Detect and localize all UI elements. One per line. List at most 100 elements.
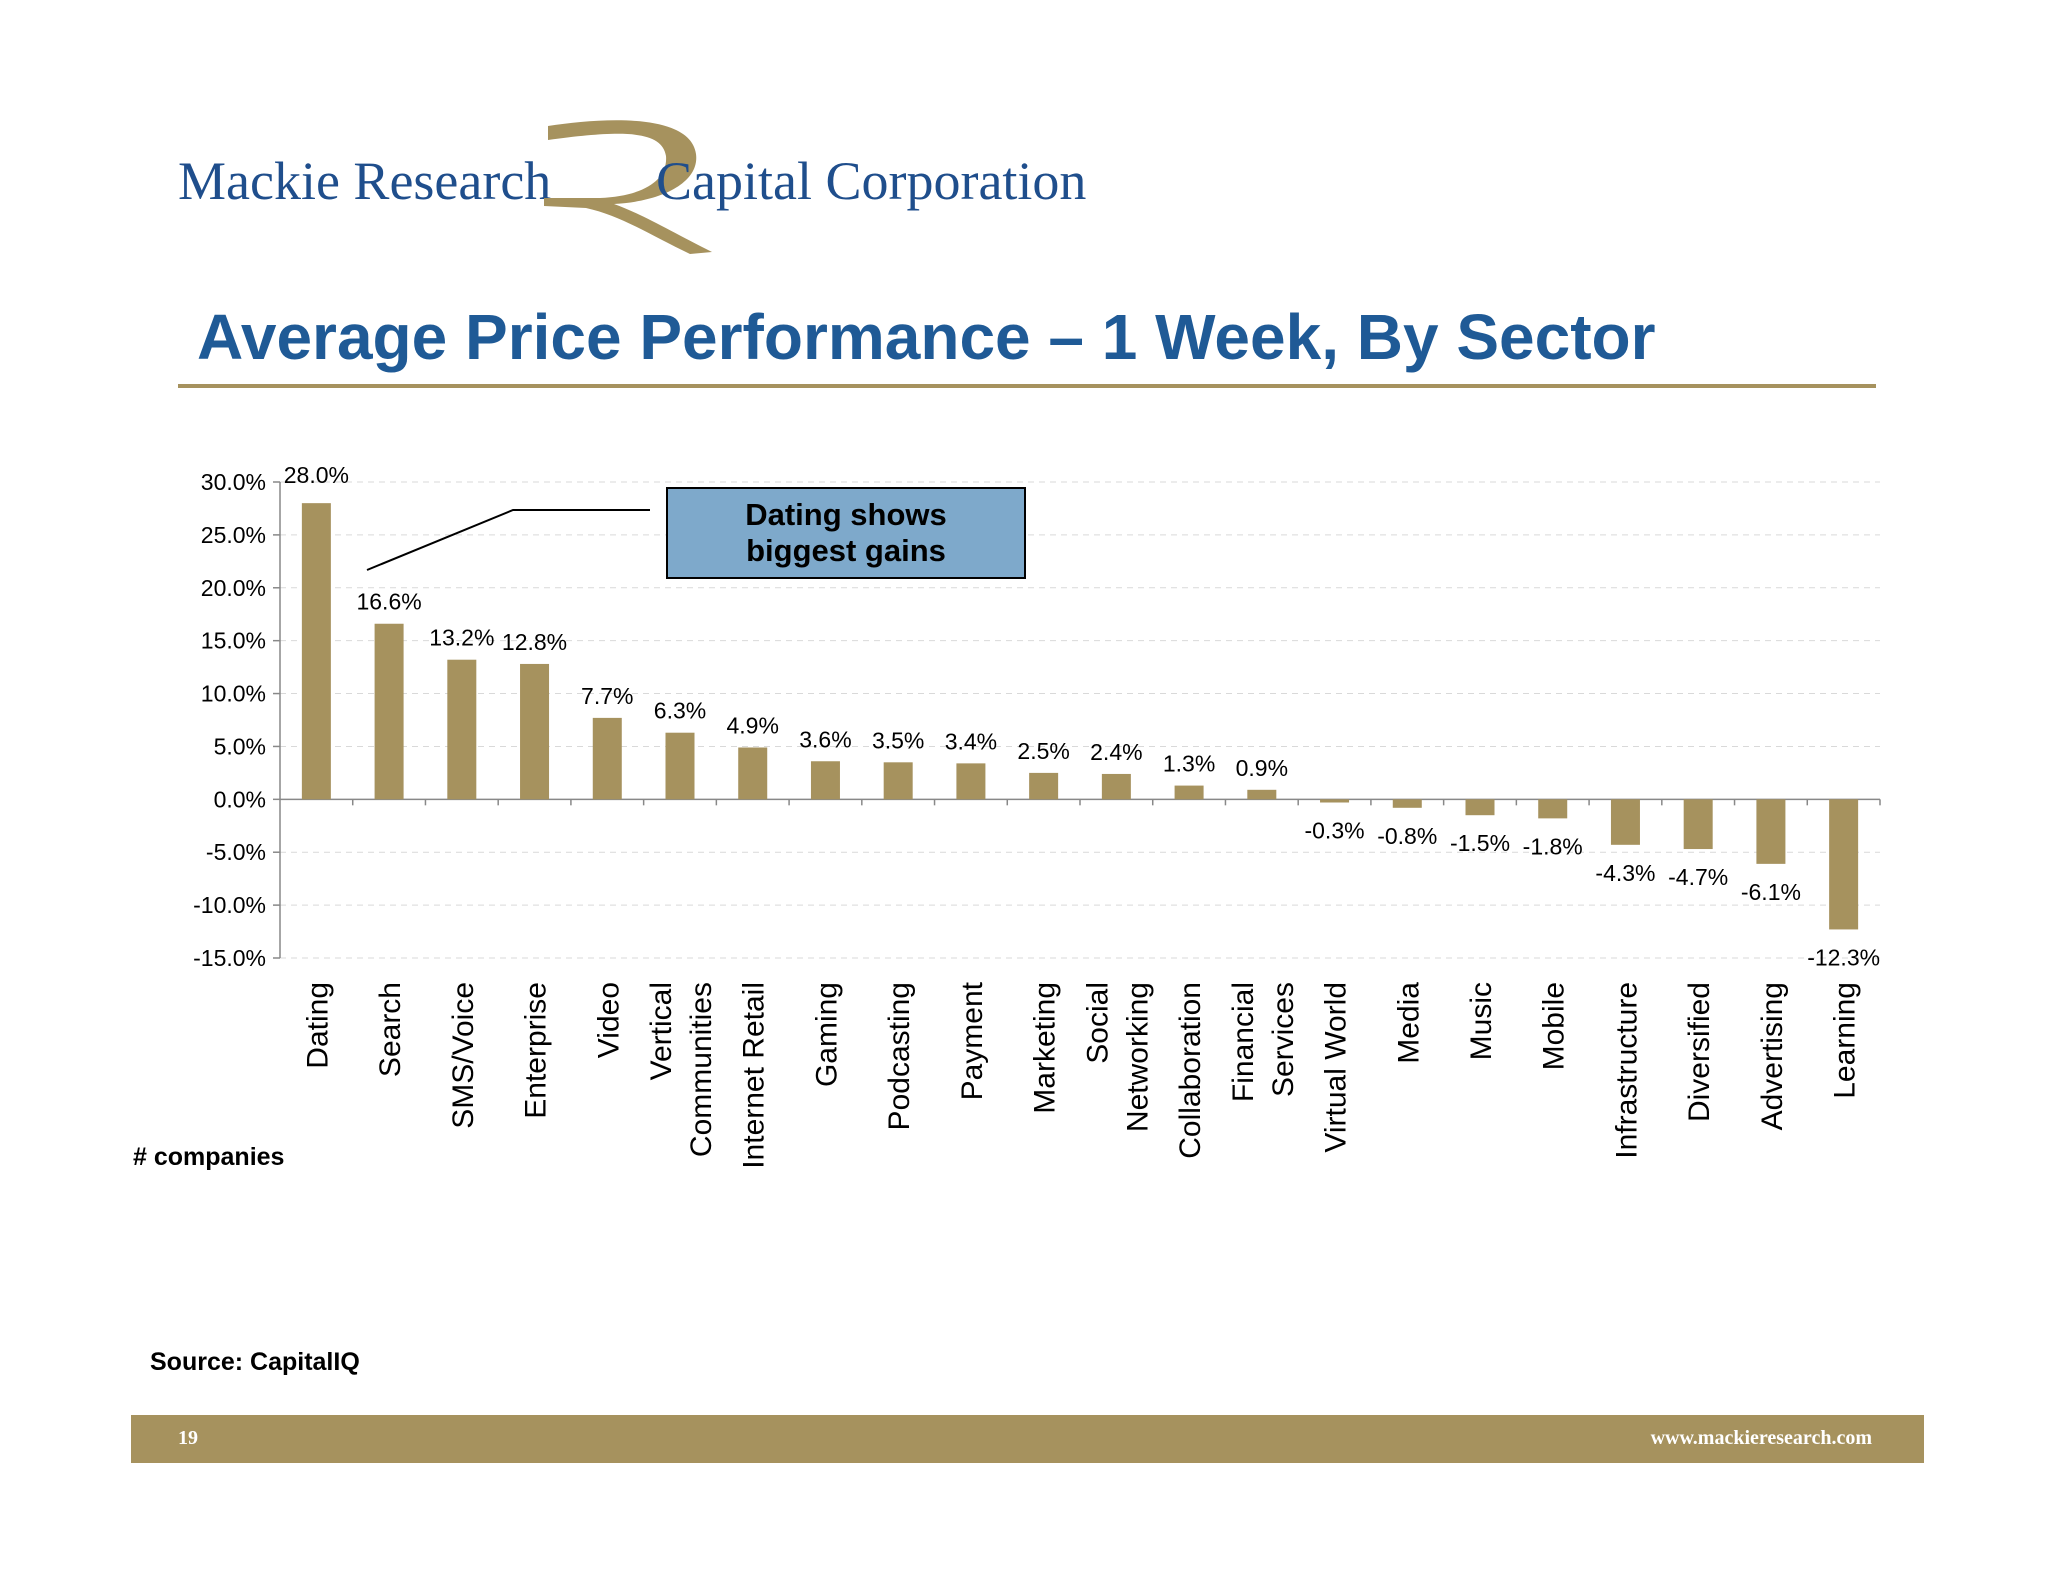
y-tick-label: 0.0% bbox=[214, 786, 266, 812]
logo-text-left: Mackie Research bbox=[178, 151, 552, 211]
bar bbox=[1101, 773, 1131, 800]
title-divider bbox=[178, 384, 1876, 388]
x-tick-label: Search bbox=[374, 982, 407, 1077]
y-tick-label: 15.0% bbox=[201, 628, 266, 654]
x-tick-label-line: Dating bbox=[301, 982, 334, 1069]
bar bbox=[520, 663, 550, 800]
chart-bars bbox=[301, 503, 1859, 930]
bar bbox=[1029, 772, 1059, 800]
data-label: -4.3% bbox=[1595, 860, 1655, 886]
x-tick-label-line: Internet Retail bbox=[738, 982, 771, 1169]
callout-box: Dating shows biggest gains bbox=[666, 487, 1026, 579]
y-tick-label: -5.0% bbox=[206, 839, 266, 865]
bar bbox=[301, 503, 331, 800]
x-tick-label-line: Advertising bbox=[1756, 982, 1789, 1130]
x-tick-label-line: Infrastructure bbox=[1610, 982, 1643, 1159]
x-tick-label-line: Music bbox=[1465, 982, 1498, 1060]
data-label: 12.8% bbox=[502, 629, 567, 655]
x-tick-label-line: Video bbox=[592, 982, 625, 1058]
x-tick-label-line: Financial bbox=[1227, 982, 1260, 1102]
bar bbox=[1320, 799, 1350, 803]
bar bbox=[1683, 799, 1713, 850]
data-label: 16.6% bbox=[356, 589, 421, 615]
x-tick-label: Collaboration bbox=[1174, 982, 1207, 1159]
x-tick-label: SMS/Voice bbox=[447, 982, 480, 1129]
data-label: -0.3% bbox=[1304, 818, 1364, 844]
bar bbox=[1174, 785, 1204, 800]
data-labels: 28.0% 16.6% 13.2% 12.8% 7.7% 6.3% 4.9% 3.6% 3.5%… bbox=[284, 462, 1880, 970]
x-tick-label-line: Diversified bbox=[1683, 982, 1716, 1122]
x-axis-labels: Dating Search SMS/Voice Enterprise Video Vert… bbox=[301, 981, 1861, 1168]
data-label: -1.8% bbox=[1523, 833, 1583, 859]
bar bbox=[1465, 799, 1495, 816]
x-tick-label: Marketing bbox=[1029, 982, 1062, 1114]
logo-r-mark-icon bbox=[544, 120, 712, 254]
bar bbox=[1610, 799, 1640, 845]
data-label: 3.4% bbox=[945, 728, 997, 754]
x-tick-label-line: Media bbox=[1392, 982, 1425, 1064]
x-tick-label-line: Vertical bbox=[645, 982, 678, 1080]
bar bbox=[374, 623, 404, 800]
x-tick-label: Payment bbox=[956, 981, 989, 1100]
data-label: 3.6% bbox=[799, 726, 851, 752]
data-label: -12.3% bbox=[1807, 944, 1880, 970]
page-number: 19 bbox=[178, 1427, 198, 1449]
data-label: -1.5% bbox=[1450, 830, 1510, 856]
callout-leader-line bbox=[366, 509, 650, 571]
data-label: -4.7% bbox=[1668, 864, 1728, 890]
data-label: 1.3% bbox=[1163, 751, 1215, 777]
x-tick-label: Media bbox=[1392, 982, 1425, 1064]
data-label: -0.8% bbox=[1377, 823, 1437, 849]
x-tick-label: Internet Retail bbox=[738, 982, 771, 1169]
source-label: Source: CapitalIQ bbox=[150, 1348, 360, 1376]
bar bbox=[1247, 789, 1277, 800]
bar bbox=[592, 717, 622, 800]
callout-text: Dating shows biggest gains bbox=[745, 497, 947, 568]
data-label: 2.4% bbox=[1090, 739, 1142, 765]
bar bbox=[1538, 799, 1568, 819]
x-tick-label: Music bbox=[1465, 982, 1498, 1060]
x-tick-label-line: SMS/Voice bbox=[447, 982, 480, 1129]
x-tick-label: Mobile bbox=[1538, 982, 1571, 1070]
page-title: Average Price Performance – 1 Week, By S… bbox=[197, 301, 1656, 373]
footer-bar: 19 www.mackieresearch.com bbox=[131, 1415, 1924, 1463]
x-tick-label-line: Mobile bbox=[1538, 982, 1571, 1070]
x-tick-label: Financial Services bbox=[1227, 982, 1300, 1102]
x-tick-label: Advertising bbox=[1756, 982, 1789, 1130]
y-tick-label: 30.0% bbox=[201, 469, 266, 495]
logo-text-right: Capital Corporation bbox=[656, 151, 1087, 211]
data-label: 6.3% bbox=[654, 698, 706, 724]
footer-url: www.mackieresearch.com bbox=[1650, 1427, 1872, 1449]
x-tick-label: Vertical Communities bbox=[645, 982, 718, 1157]
x-tick-label-line: Services bbox=[1267, 982, 1300, 1097]
x-tick-label: Gaming bbox=[810, 982, 843, 1087]
data-label: 2.5% bbox=[1017, 738, 1069, 764]
chart-axes bbox=[273, 481, 1881, 959]
x-tick-label-line: Communities bbox=[685, 982, 718, 1157]
x-tick-label-line: Learning bbox=[1829, 982, 1862, 1099]
bar bbox=[665, 732, 695, 800]
bar bbox=[1756, 799, 1786, 864]
data-label: -6.1% bbox=[1741, 879, 1801, 905]
x-tick-label: Enterprise bbox=[520, 982, 553, 1119]
y-tick-label: 20.0% bbox=[201, 575, 266, 601]
data-label: 28.0% bbox=[284, 462, 349, 488]
bar bbox=[738, 747, 768, 800]
x-tick-label-line: Payment bbox=[956, 981, 989, 1100]
y-axis-ticks: 30.0% 25.0% 20.0% 15.0% 10.0% 5.0% 0.0% -5.0% -1… bbox=[193, 469, 266, 971]
bar bbox=[1392, 799, 1422, 808]
data-label: 4.9% bbox=[727, 713, 779, 739]
x-tick-label-line: Enterprise bbox=[520, 982, 553, 1119]
x-tick-label: Social Networking bbox=[1081, 982, 1154, 1132]
x-tick-label-line: Search bbox=[374, 982, 407, 1077]
y-tick-label: 25.0% bbox=[201, 522, 266, 548]
y-tick-label: 5.0% bbox=[214, 733, 266, 759]
x-tick-label-line: Gaming bbox=[810, 982, 843, 1087]
x-tick-label: Dating bbox=[301, 982, 334, 1069]
bar bbox=[1829, 799, 1859, 930]
bar bbox=[883, 762, 913, 800]
x-tick-label: Virtual World bbox=[1320, 982, 1353, 1153]
x-tick-label-line: Marketing bbox=[1029, 982, 1062, 1114]
chart-gridlines bbox=[280, 481, 1880, 959]
